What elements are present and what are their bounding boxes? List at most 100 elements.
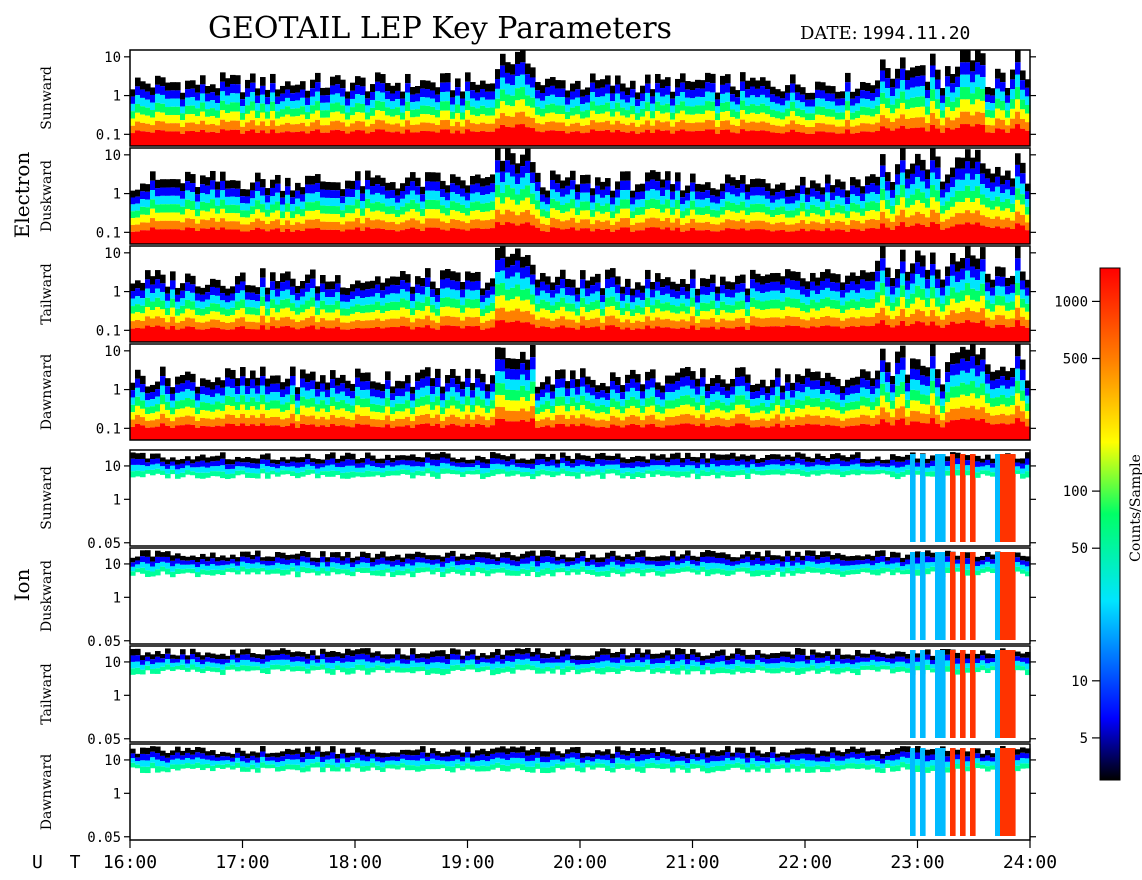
spectrogram-cell bbox=[390, 293, 396, 302]
spectrogram-cell bbox=[730, 320, 736, 329]
spectrogram-cell bbox=[940, 279, 946, 288]
spectrogram-cell bbox=[755, 282, 761, 292]
spectrogram-cell bbox=[495, 320, 501, 342]
spectrogram-cell bbox=[300, 387, 306, 397]
spectrogram-cell bbox=[255, 315, 261, 323]
spectrogram-cell bbox=[625, 117, 631, 126]
spectrogram-cell bbox=[830, 192, 836, 201]
spectrogram-cell bbox=[305, 112, 311, 120]
spectrogram-cell bbox=[690, 269, 696, 279]
spectrogram-cell bbox=[720, 426, 726, 440]
spectrogram-cell bbox=[695, 207, 701, 215]
spectrogram-cell bbox=[615, 301, 621, 311]
spectrogram-cell bbox=[895, 306, 901, 316]
spectrogram-cell bbox=[290, 211, 296, 218]
spectrogram-cell bbox=[905, 316, 911, 326]
spectrogram-cell bbox=[350, 306, 356, 314]
spectrogram-cell bbox=[865, 415, 871, 425]
spectrogram-cell bbox=[995, 176, 1001, 187]
spectrogram-cell bbox=[595, 420, 601, 428]
spectrogram-cell bbox=[225, 104, 231, 114]
spectrogram-cell bbox=[850, 281, 856, 291]
spectrogram-cell bbox=[675, 122, 681, 131]
spectrogram-cell bbox=[830, 93, 836, 102]
spectrogram-cell bbox=[535, 303, 541, 312]
spectrogram-cell bbox=[970, 277, 976, 289]
spectrogram-cell bbox=[960, 62, 966, 75]
spectrogram-cell bbox=[530, 162, 536, 173]
spectrogram-cell bbox=[950, 298, 956, 311]
spectrogram-cell bbox=[925, 81, 931, 91]
spectrogram-cell bbox=[145, 427, 151, 440]
spectrogram-cell bbox=[365, 312, 371, 321]
spectrogram-cell bbox=[695, 183, 701, 192]
spectrogram-cell bbox=[215, 132, 221, 146]
spectrogram-cell bbox=[195, 300, 201, 308]
spectrogram-cell bbox=[560, 297, 566, 307]
spectrogram-cell bbox=[640, 206, 646, 215]
spectrogram-cell bbox=[960, 370, 966, 383]
spectrogram-cell bbox=[615, 293, 621, 302]
spectrogram-cell bbox=[165, 220, 171, 230]
spectrogram-cell bbox=[215, 409, 221, 418]
spectrogram-cell bbox=[935, 288, 941, 298]
spectrogram-cell bbox=[420, 327, 426, 342]
spectrogram-cell bbox=[510, 188, 516, 200]
spectrogram-cell bbox=[485, 99, 491, 108]
spectrogram-cell bbox=[175, 204, 181, 213]
spectrogram-cell bbox=[980, 194, 986, 205]
spectrogram-cell bbox=[450, 298, 456, 308]
spectrogram-cell bbox=[280, 382, 286, 390]
spectrogram-cell bbox=[555, 276, 561, 286]
spectrogram-cell bbox=[140, 417, 146, 426]
spectrogram-cell bbox=[155, 188, 161, 197]
spectrogram-cell bbox=[260, 423, 266, 440]
spectrogram-cell bbox=[355, 296, 361, 305]
spectrogram-cell bbox=[530, 77, 536, 88]
spectrogram-cell bbox=[425, 306, 431, 316]
spectrogram-cell bbox=[205, 101, 211, 110]
spectrogram-cell bbox=[445, 408, 451, 417]
spectrogram-cell bbox=[710, 274, 716, 284]
spectrogram-cell bbox=[695, 222, 701, 231]
spectrogram-cell bbox=[620, 180, 626, 191]
spectrogram-cell bbox=[960, 290, 966, 302]
spectrogram-cell bbox=[945, 372, 951, 383]
spectrogram-cell bbox=[900, 185, 906, 198]
spectrogram-cell bbox=[580, 111, 586, 119]
spectrogram-cell bbox=[850, 177, 856, 186]
spectrogram-cell bbox=[675, 172, 681, 182]
spectrogram-cell bbox=[195, 293, 201, 301]
spectrogram-cell bbox=[905, 289, 911, 299]
spectrogram-cell bbox=[245, 88, 251, 97]
spectrogram-cell bbox=[970, 104, 976, 116]
spectrogram-cell bbox=[385, 230, 391, 244]
spectrogram-cell bbox=[240, 224, 246, 232]
spectrogram-cell bbox=[615, 327, 621, 342]
spectrogram-cell bbox=[785, 132, 791, 146]
spectrogram-cell bbox=[930, 405, 936, 419]
spectrogram-cell bbox=[440, 307, 446, 317]
spectrogram-cell bbox=[500, 77, 506, 90]
spectrogram-cell bbox=[725, 101, 731, 112]
spectrogram-cell bbox=[395, 380, 401, 389]
spectrogram-cell bbox=[930, 393, 936, 406]
spectrogram-cell bbox=[315, 174, 321, 184]
spectrogram-cell bbox=[380, 177, 386, 187]
spectrogram-cell bbox=[855, 212, 861, 221]
spectrogram-cell bbox=[720, 276, 726, 286]
spectrogram-cell bbox=[890, 197, 896, 206]
spectrogram-cell bbox=[725, 296, 731, 305]
spectrogram-cell bbox=[770, 117, 776, 125]
spectrogram-cell bbox=[475, 219, 481, 229]
spectrogram-cell bbox=[235, 84, 241, 94]
spectrogram-cell bbox=[310, 96, 316, 106]
spectrogram-cell bbox=[165, 402, 171, 410]
spectrogram-cell bbox=[845, 318, 851, 327]
spectrogram-cell bbox=[965, 87, 971, 100]
spectrogram-cell bbox=[820, 194, 826, 202]
spectrogram-cell bbox=[240, 133, 246, 146]
spectrogram-cell bbox=[275, 328, 281, 342]
spectrogram-cell bbox=[1015, 153, 1021, 165]
spectrogram-cell bbox=[300, 231, 306, 244]
